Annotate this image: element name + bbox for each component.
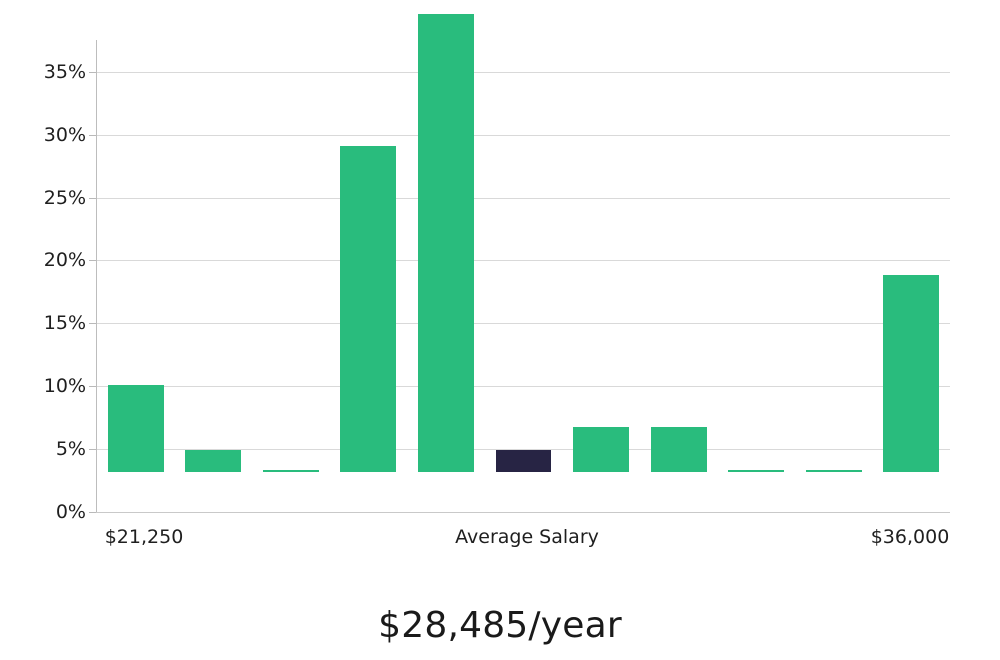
bar-series <box>97 0 950 472</box>
gridline-20 <box>97 260 950 262</box>
y-tick-label-30: 30% <box>43 123 86 146</box>
y-tick-label-5: 5% <box>55 438 86 461</box>
y-tick-label-15: 15% <box>43 312 86 335</box>
y-tick-mark-0 <box>89 512 97 513</box>
y-axis-spine <box>96 40 97 512</box>
gridline-15 <box>97 323 950 325</box>
y-tick-mark-30 <box>89 134 97 136</box>
x-tick-label-center: Average Salary <box>455 526 599 548</box>
y-tick-mark-15 <box>89 323 97 325</box>
y-axis-tick-marks <box>89 40 97 513</box>
bar-5[interactable] <box>418 13 474 472</box>
bar-11[interactable] <box>883 275 940 472</box>
bar-2[interactable] <box>185 449 242 472</box>
bar-8[interactable] <box>650 427 707 472</box>
gridline-30 <box>97 134 950 136</box>
bar-10[interactable] <box>805 470 862 472</box>
y-tick-label-25: 25% <box>43 186 86 209</box>
bar-4[interactable] <box>340 146 397 472</box>
bar-7[interactable] <box>573 427 629 472</box>
plot-area <box>97 40 950 512</box>
gridline-35 <box>97 71 950 73</box>
bar-1[interactable] <box>107 385 164 472</box>
bar-6[interactable] <box>495 449 552 472</box>
chart-caption: $28,485/year <box>378 605 622 646</box>
y-tick-label-0: 0% <box>55 501 86 523</box>
y-tick-mark-25 <box>89 197 97 199</box>
y-axis-labels: 0% 5% 10% 15% 20% 25% 30% 35% <box>0 40 86 523</box>
y-tick-mark-35 <box>89 71 97 73</box>
x-axis-labels: $21,250 Average Salary $36,000 <box>97 526 950 556</box>
y-tick-mark-5 <box>89 449 97 451</box>
y-tick-mark-20 <box>89 260 97 262</box>
y-tick-label-20: 20% <box>43 249 86 272</box>
bar-9[interactable] <box>728 470 785 472</box>
y-tick-label-10: 10% <box>43 375 86 398</box>
y-tick-label-35: 35% <box>43 60 86 83</box>
gridline-5 <box>97 449 950 451</box>
y-tick-mark-10 <box>89 386 97 388</box>
gridline-25 <box>97 197 950 199</box>
gridline-10 <box>97 386 950 388</box>
x-tick-label-right: $36,000 <box>870 526 950 548</box>
x-tick-label-left: $21,250 <box>104 526 184 548</box>
bar-3[interactable] <box>262 470 319 472</box>
x-axis-line <box>96 512 950 513</box>
